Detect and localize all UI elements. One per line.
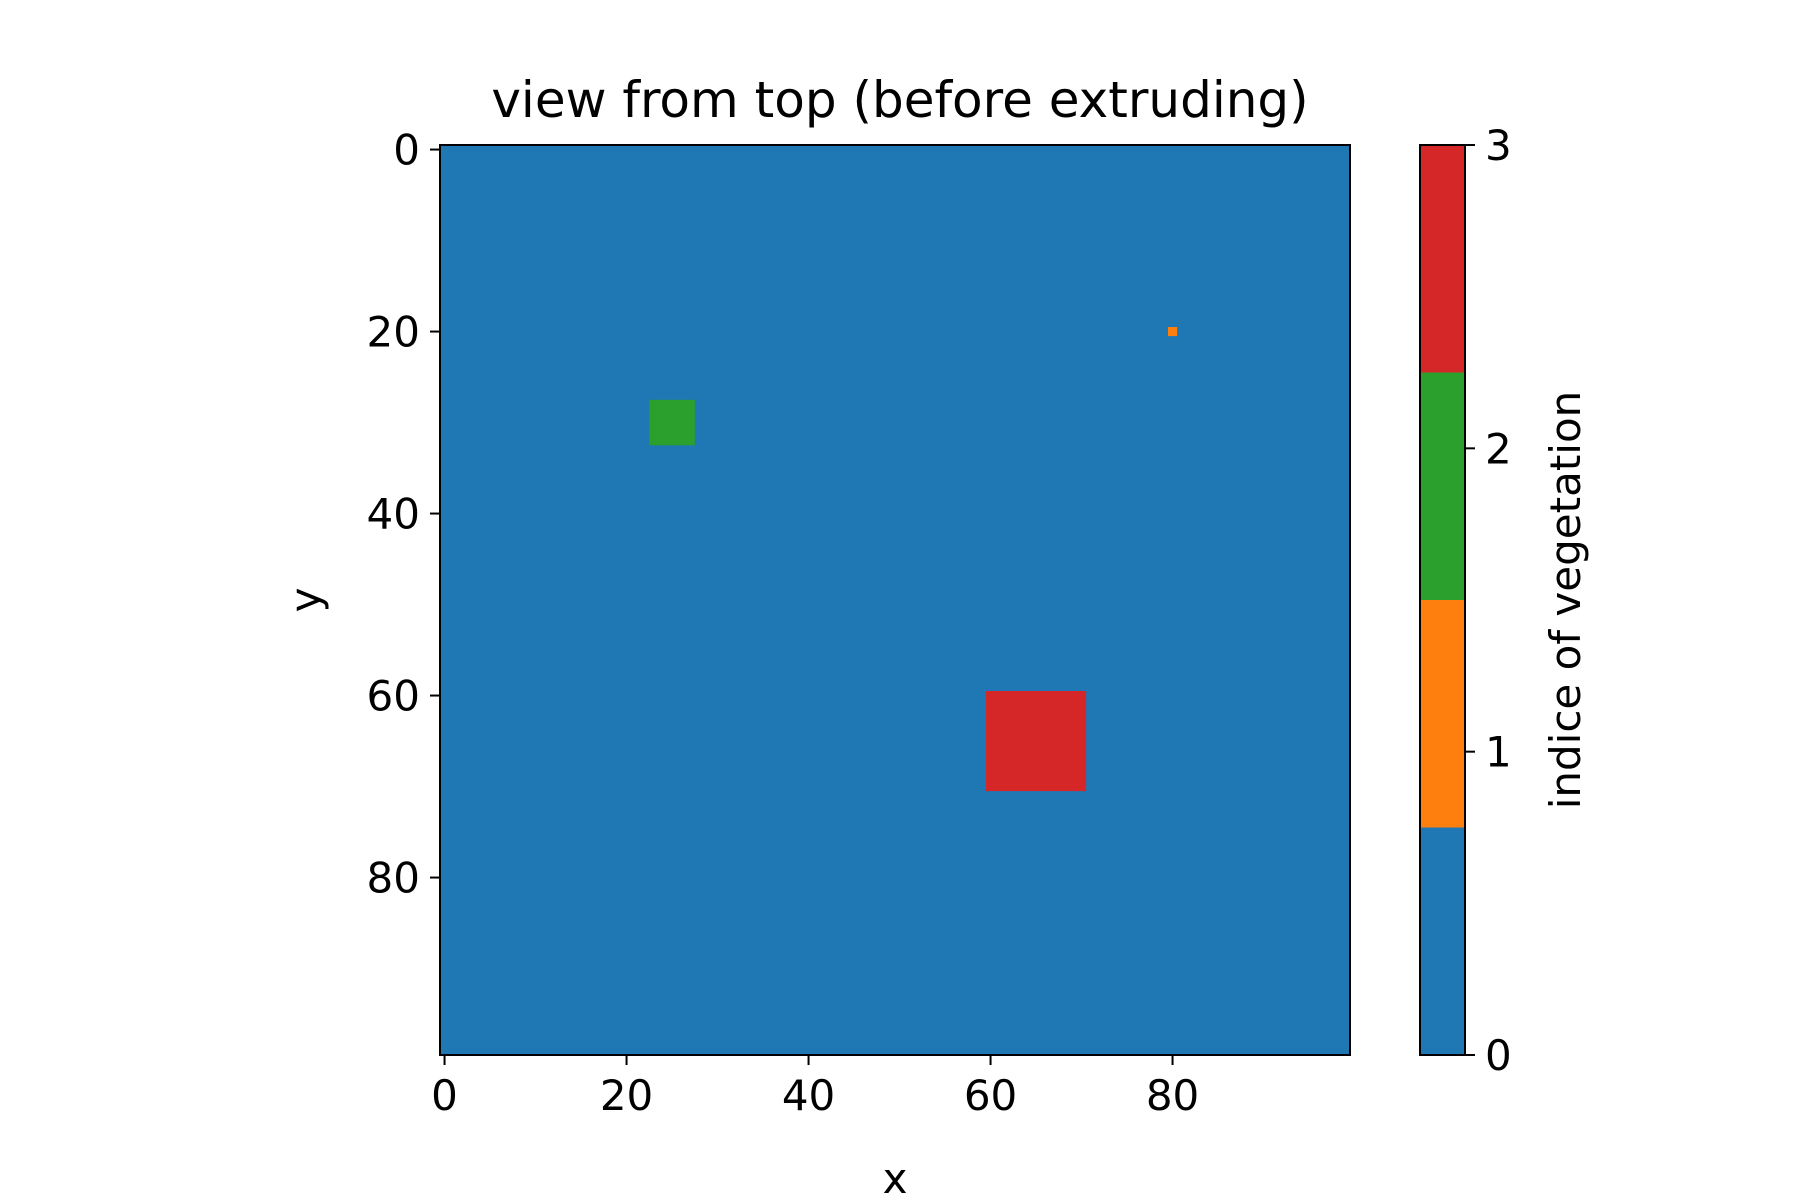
plot-frame xyxy=(439,144,1351,1056)
colorbar-segment-0 xyxy=(1420,827,1465,1055)
colorbar-segment-1 xyxy=(1420,600,1465,828)
heatmap-cells xyxy=(649,327,1178,792)
colorbar-tick-label: 3 xyxy=(1485,121,1512,170)
colorbar-ticks: 0 1 2 3 xyxy=(1465,121,1512,1080)
colorbar-label: indice of vegetation xyxy=(1541,391,1590,810)
colorbar: 0 1 2 3 indice of vegetation xyxy=(1419,121,1590,1080)
x-axis-ticks: 0 20 40 60 80 xyxy=(431,1055,1199,1120)
y-axis-label: y xyxy=(281,588,330,613)
x-axis-label: x xyxy=(883,1154,908,1200)
colorbar-frame xyxy=(1419,144,1466,1056)
heatmap-region-0 xyxy=(1168,327,1178,337)
colorbar-tick-label: 2 xyxy=(1485,424,1512,473)
x-tick-label: 40 xyxy=(782,1071,835,1120)
y-tick-label: 80 xyxy=(367,854,420,903)
heatmap-region-2 xyxy=(986,691,1087,792)
y-tick-label: 40 xyxy=(367,490,420,539)
colorbar-tick-label: 0 xyxy=(1485,1031,1512,1080)
colorbar-tick-label: 1 xyxy=(1485,728,1512,777)
x-tick-label: 0 xyxy=(431,1071,458,1120)
heatmap-background xyxy=(440,145,1350,1055)
colorbar-segment-3 xyxy=(1420,145,1465,373)
x-tick-label: 80 xyxy=(1146,1071,1199,1120)
colorbar-segment-2 xyxy=(1420,372,1465,600)
y-tick-label: 60 xyxy=(367,672,420,721)
y-tick-label: 20 xyxy=(367,308,420,357)
x-tick-label: 20 xyxy=(600,1071,653,1120)
y-tick-label: 0 xyxy=(393,126,420,175)
plot-area xyxy=(439,144,1351,1056)
x-tick-label: 60 xyxy=(964,1071,1017,1120)
chart-title: view from top (before extruding) xyxy=(491,71,1308,129)
y-axis-ticks: 0 20 40 60 80 xyxy=(367,126,440,903)
colorbar-segments xyxy=(1420,145,1465,1055)
heatmap-region-1 xyxy=(649,399,695,446)
